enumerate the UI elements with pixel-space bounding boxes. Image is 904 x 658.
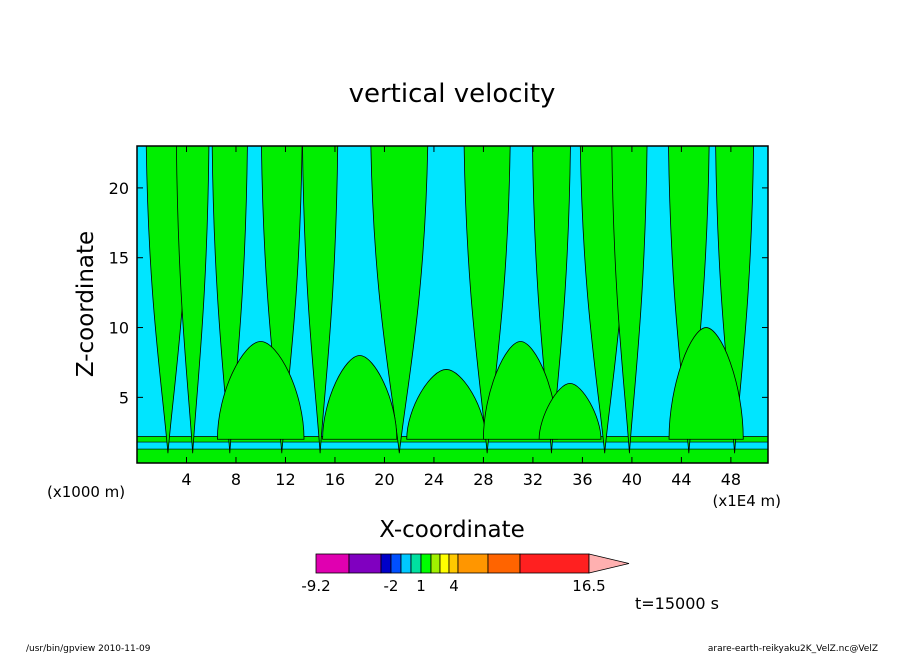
contour-region <box>538 383 602 440</box>
colorbar-label: -9.2 <box>301 577 330 595</box>
footer-right: arare-earth-reikyaku2K_VelZ.nc@VelZ <box>708 644 878 654</box>
x-axis: 4 8 12 16 20 24 28 32 36 40 44 48 <box>181 146 741 489</box>
chart-title: vertical velocity <box>349 79 556 109</box>
y-tick-label: 15 <box>109 249 129 268</box>
y-tick-label: 5 <box>119 388 129 407</box>
y-axis: 5 10 15 20 <box>109 179 768 407</box>
updraft-plume <box>302 146 339 454</box>
x-tick-label: 4 <box>181 470 191 489</box>
colorbar-max-arrow <box>588 553 630 574</box>
time-label: t=15000 s <box>635 594 719 613</box>
colorbar-segment <box>448 553 459 574</box>
contour-fill <box>137 146 768 463</box>
colorbar-label: 4 <box>449 577 459 595</box>
x-tick-label: 44 <box>671 470 691 489</box>
contour-region <box>406 369 487 440</box>
colorbar-segment <box>487 553 521 574</box>
x-tick-label: 32 <box>523 470 543 489</box>
updraft-plume <box>370 146 429 454</box>
colorbar-segment <box>420 553 432 574</box>
y-axis-label: Z-coordinate <box>73 231 99 377</box>
colorbar-label: 1 <box>416 577 426 595</box>
x-tick-label: 36 <box>572 470 592 489</box>
x-tick-label: 28 <box>473 470 493 489</box>
contour-region <box>668 327 744 440</box>
colorbar: -9.2 -2 1 4 16.5 <box>301 553 630 595</box>
x-unit-right: (x1E4 m) <box>712 492 781 510</box>
x-axis-label: X-coordinate <box>379 517 525 543</box>
colorbar-segment <box>380 553 392 574</box>
x-tick-label: 8 <box>231 470 241 489</box>
x-tick-label: 12 <box>275 470 295 489</box>
footer-left: /usr/bin/gpview 2010-11-09 <box>26 644 151 654</box>
updraft-plume <box>611 146 648 454</box>
contour-region <box>217 341 305 440</box>
x-tick-label: 24 <box>424 470 444 489</box>
contour-region <box>137 441 768 450</box>
x-tick-label: 20 <box>374 470 394 489</box>
colorbar-segment <box>410 553 422 574</box>
x-tick-label: 16 <box>325 470 345 489</box>
colorbar-label: 16.5 <box>572 577 605 595</box>
colorbar-segment <box>390 553 402 574</box>
y-tick-label: 10 <box>109 319 129 338</box>
y-tick-label: 20 <box>109 179 129 198</box>
colorbar-segment <box>400 553 412 574</box>
colorbar-segment <box>315 553 350 574</box>
contour-region <box>137 436 768 463</box>
colorbar-segment <box>457 553 489 574</box>
updraft-plume <box>176 146 210 454</box>
colorbar-segment <box>519 553 590 574</box>
x-tick-label: 40 <box>622 470 642 489</box>
plot-area <box>136 145 769 464</box>
colorbar-segment <box>348 553 382 574</box>
colorbar-segment <box>430 553 441 574</box>
colorbar-segment <box>439 553 450 574</box>
plot-frame <box>136 145 769 464</box>
x-tick-label: 48 <box>721 470 741 489</box>
x-unit-left: (x1000 m) <box>47 483 125 501</box>
colorbar-label: -2 <box>384 577 399 595</box>
contour-region <box>322 355 398 440</box>
